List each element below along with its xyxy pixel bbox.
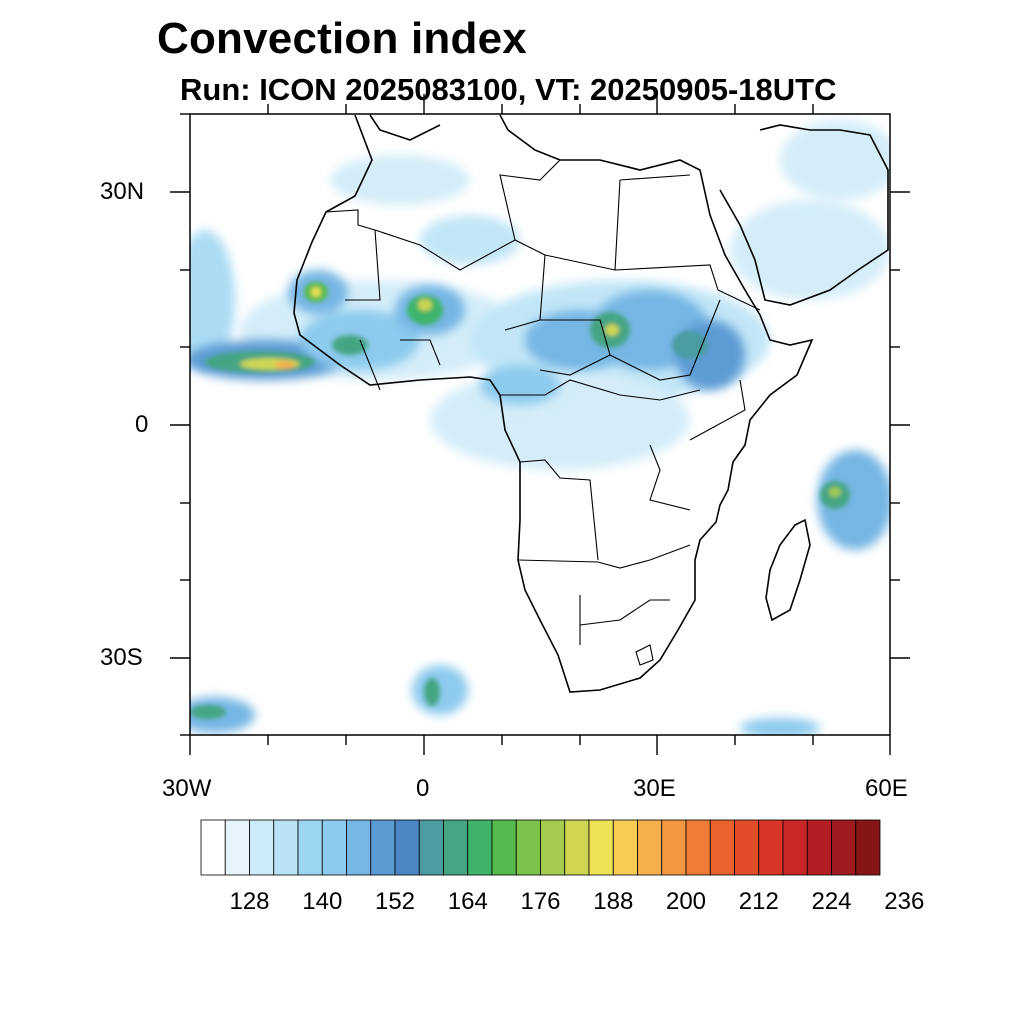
colorbar-tick-label: 164	[447, 888, 488, 915]
lesotho	[635, 644, 654, 666]
core-madagascar-peak	[829, 487, 841, 497]
border-4	[544, 179, 621, 271]
field-maghreb-light	[330, 155, 470, 205]
border-9	[500, 379, 701, 401]
lon-label-60e: 60E	[865, 775, 908, 802]
colorbar-swatch	[685, 819, 711, 876]
colorbar-swatch	[224, 819, 250, 876]
field-south-atlantic	[412, 665, 468, 715]
colorbar-swatch	[855, 819, 881, 876]
colorbar-tick-label: 188	[593, 888, 634, 915]
lon-label-30e: 30E	[633, 775, 676, 802]
colorbar	[200, 819, 881, 876]
core-senegal-peak	[311, 287, 321, 297]
colorbar-tick-label: 140	[302, 888, 343, 915]
country-borders	[325, 159, 761, 666]
border-15	[689, 379, 746, 441]
border-1	[325, 209, 381, 301]
colorbar-swatch	[418, 819, 444, 876]
colorbar-swatch	[564, 819, 590, 876]
colorbar-swatch	[467, 819, 493, 876]
border-5	[619, 174, 691, 181]
colorbar-swatch	[540, 819, 566, 876]
field-southern-ocean	[740, 718, 820, 735]
colorbar-swatch	[831, 819, 857, 876]
colorbar-swatch	[734, 819, 760, 876]
border-8	[609, 299, 721, 381]
colorbar-swatch	[370, 819, 396, 876]
field-mideast-light	[780, 120, 890, 200]
field-arabia-light	[730, 200, 890, 300]
border-16	[400, 339, 441, 366]
lat-label-0: 0	[135, 411, 149, 438]
field-sahara-light	[420, 215, 520, 265]
core-mali-peak	[418, 299, 432, 311]
core-guinea-band-peak	[275, 361, 295, 369]
axis-ticks	[170, 94, 910, 755]
colorbar-tick-label: 236	[884, 888, 925, 915]
colorbar-tick-label: 128	[229, 888, 270, 915]
colorbar-tick-label: 224	[811, 888, 852, 915]
colorbar-tick-label: 200	[665, 888, 707, 915]
colorbar-swatch	[782, 819, 808, 876]
lon-label-30w: 30W	[162, 775, 212, 802]
coastlines	[293, 114, 889, 693]
madagascar	[765, 518, 811, 622]
colorbar-swatch	[249, 819, 275, 876]
border-14	[649, 444, 691, 511]
core-sudan-peak	[605, 324, 619, 336]
core-south-atlantic	[424, 678, 440, 706]
colorbar-tick-label: 212	[738, 888, 779, 915]
plot-subtitle: Run: ICON 2025083100, VT: 20250905-18UTC	[180, 72, 837, 107]
colorbar-swatch	[612, 819, 638, 876]
colorbar-swatch	[709, 819, 735, 876]
colorbar-swatch	[200, 819, 226, 876]
core-ethiopia	[672, 331, 708, 359]
colorbar-swatch	[515, 819, 541, 876]
colorbar-swatch	[297, 819, 323, 876]
colorbar-swatch	[758, 819, 784, 876]
colorbar-swatch	[321, 819, 347, 876]
lat-label-30n: 30N	[100, 178, 145, 205]
colorbar-swatch	[637, 819, 663, 876]
core-nigeria	[332, 335, 368, 355]
colorbar-swatch	[588, 819, 614, 876]
colorbar-swatch	[394, 819, 420, 876]
colorbar-tick-label: 152	[374, 888, 416, 915]
colorbar-swatch	[346, 819, 372, 876]
colorbar-swatch	[491, 819, 517, 876]
africa-coastline	[293, 114, 814, 693]
border-13	[579, 599, 670, 626]
border-6	[614, 264, 761, 311]
colorbar-swatch	[273, 819, 299, 876]
border-11	[517, 544, 691, 569]
arabia-coastline	[719, 124, 889, 306]
border-17	[359, 339, 381, 391]
border-3	[499, 159, 561, 241]
convection-field	[190, 120, 890, 735]
iberia-edge	[369, 114, 441, 141]
core-southwest	[190, 705, 226, 719]
colorbar-swatch	[443, 819, 469, 876]
lat-label-30s: 30S	[100, 644, 143, 671]
colorbar-swatch	[661, 819, 687, 876]
colorbar-tick-label: 176	[520, 888, 561, 915]
colorbar-swatch	[806, 819, 832, 876]
lon-label-0: 0	[416, 775, 430, 802]
border-10	[519, 459, 599, 561]
plot-title: Convection index	[157, 14, 527, 63]
field-madagascar-sea	[817, 450, 890, 550]
field-atlantic-west	[190, 230, 235, 370]
